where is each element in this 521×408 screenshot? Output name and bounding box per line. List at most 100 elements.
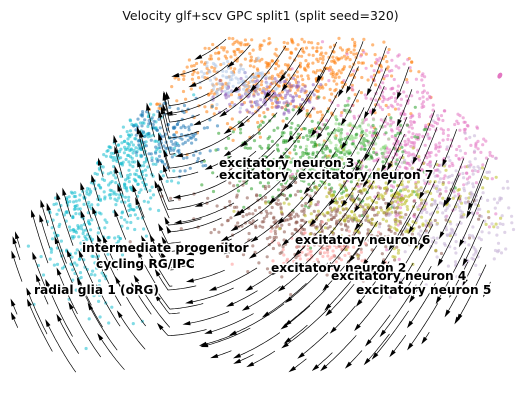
cell-point-12 — [327, 156, 331, 160]
streamline-39 — [99, 336, 125, 370]
cell-point-2 — [436, 174, 440, 178]
cell-point-9 — [445, 145, 449, 149]
cell-point-4 — [169, 139, 173, 143]
cell-point-7 — [285, 197, 289, 201]
cell-point-9 — [429, 203, 434, 207]
cell-point-2 — [418, 97, 422, 101]
cell-point-1 — [306, 98, 310, 102]
cell-point-4 — [156, 109, 160, 113]
cell-point-9 — [478, 207, 482, 211]
cell-point-11 — [326, 250, 330, 254]
cell-point-0 — [233, 58, 237, 62]
streamline-arrow — [175, 152, 184, 158]
streamline-arrow — [227, 61, 235, 68]
cell-point-7 — [419, 201, 424, 205]
cell-point-11 — [303, 240, 307, 244]
cell-point-5 — [108, 261, 112, 265]
cell-point-5 — [120, 224, 124, 228]
cell-point-5 — [68, 200, 72, 204]
streamline-arrow — [223, 249, 232, 255]
cell-point-6 — [370, 156, 374, 160]
cell-point-0 — [279, 71, 283, 75]
cell-point-6 — [264, 166, 269, 170]
cell-point-7 — [263, 187, 268, 191]
cell-point-7 — [312, 209, 316, 213]
streamline-47 — [138, 253, 156, 284]
cell-point-0 — [287, 73, 291, 77]
cell-point-2 — [388, 148, 392, 152]
cell-point-8 — [421, 223, 425, 227]
cell-point-7 — [379, 206, 383, 210]
streamline-96 — [198, 179, 250, 206]
cell-point-11 — [296, 238, 300, 243]
cell-point-7 — [294, 227, 298, 231]
cell-point-0 — [342, 67, 346, 71]
cell-point-8 — [400, 202, 404, 207]
cell-point-2 — [362, 171, 366, 175]
cell-point-5 — [105, 220, 109, 224]
cell-point-7 — [282, 238, 286, 242]
streamline-37 — [97, 287, 121, 327]
cell-point-11 — [350, 269, 354, 273]
cell-point-9 — [423, 191, 427, 195]
cell-point-3 — [142, 121, 146, 125]
cell-point-6 — [401, 150, 405, 154]
streamline-arrow — [246, 361, 255, 368]
cell-point-3 — [133, 137, 137, 141]
cell-point-4 — [174, 143, 178, 148]
cell-point-9 — [477, 236, 481, 240]
cell-point-9 — [430, 240, 434, 244]
cell-point-0 — [337, 36, 341, 41]
streamline-arrow — [340, 118, 347, 126]
cell-point-10 — [245, 92, 249, 96]
cell-point-8 — [330, 208, 334, 212]
cell-point-11 — [352, 245, 356, 249]
streamline-33 — [115, 212, 127, 240]
cell-point-11 — [363, 241, 367, 245]
streamline-arrow — [204, 164, 213, 170]
cell-point-3 — [135, 153, 139, 158]
cell-point-7 — [325, 273, 329, 277]
cell-point-6 — [324, 162, 328, 166]
cell-point-12 — [339, 135, 343, 140]
cell-point-9 — [474, 251, 478, 255]
cell-point-8 — [385, 209, 389, 213]
streamline-arrow — [261, 311, 270, 318]
cell-point-2 — [494, 212, 498, 216]
cell-point-2 — [465, 171, 469, 175]
cell-point-5 — [97, 299, 101, 303]
cell-point-0 — [311, 61, 315, 65]
streamline-52 — [163, 107, 170, 133]
cell-point-2 — [351, 88, 355, 92]
cell-point-9 — [410, 167, 414, 171]
cell-point-7 — [433, 218, 437, 223]
cell-point-7 — [226, 218, 230, 222]
cell-point-3 — [128, 155, 133, 159]
streamline-arrow — [287, 135, 294, 143]
streamline-201 — [409, 303, 439, 348]
cell-point-11 — [376, 237, 381, 241]
streamline-155 — [330, 159, 361, 204]
cell-point-3 — [127, 180, 131, 184]
cell-point-5 — [97, 284, 101, 288]
cell-point-8 — [499, 216, 503, 220]
cell-point-12 — [334, 114, 338, 119]
streamline-42 — [140, 133, 154, 177]
streamline-85 — [189, 269, 225, 282]
cell-point-1 — [227, 94, 231, 98]
cell-point-4 — [172, 148, 176, 152]
cell-point-0 — [258, 114, 262, 118]
cell-point-7 — [217, 230, 221, 234]
cell-point-7 — [246, 270, 250, 274]
cell-point-3 — [139, 188, 143, 192]
cell-point-6 — [262, 168, 266, 172]
cell-point-6 — [405, 123, 409, 127]
streamline-arrow — [449, 290, 455, 298]
cell-point-2 — [364, 128, 369, 133]
cell-point-3 — [149, 196, 153, 200]
cell-point-8 — [390, 201, 394, 205]
cell-point-0 — [196, 71, 200, 75]
cell-point-4 — [187, 128, 191, 132]
cell-point-0 — [282, 40, 286, 45]
cell-point-1 — [238, 110, 242, 114]
